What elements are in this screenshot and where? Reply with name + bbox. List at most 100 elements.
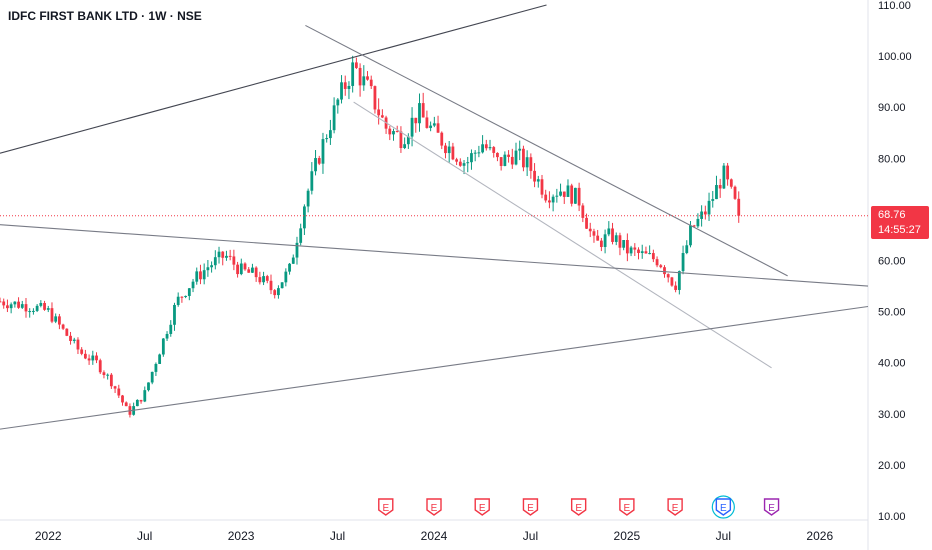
candle-body (614, 235, 618, 242)
candle-body (54, 316, 58, 322)
candle-body (406, 136, 410, 145)
candle-body (562, 191, 566, 197)
candle-body (674, 285, 678, 290)
earnings-marker-icon[interactable]: E (619, 498, 635, 516)
candle-body (484, 144, 488, 149)
price-tick-label: 90.00 (878, 102, 906, 114)
candle-body (254, 267, 258, 278)
candle-body (362, 76, 366, 86)
candle-body (262, 276, 265, 283)
candle-body (98, 360, 102, 373)
candle-body (473, 152, 477, 154)
candle-body (195, 271, 199, 282)
candle-body (228, 255, 232, 257)
candle-body (147, 382, 150, 391)
candle-body (689, 225, 692, 246)
candle-body (703, 211, 707, 215)
candle-body (685, 245, 689, 254)
candle-body (143, 390, 147, 402)
candle-body (510, 156, 514, 165)
candle-body (670, 277, 674, 286)
candle-body (651, 253, 655, 260)
last-price-badge: 68.76 14:55:27 (871, 206, 929, 239)
svg-text:E: E (527, 503, 534, 514)
candle-body (492, 147, 496, 153)
trendline-upper-channel (0, 4, 547, 154)
candle-body (462, 163, 466, 166)
candle-body (503, 154, 507, 166)
earnings-marker-icon[interactable]: E (474, 498, 490, 516)
candle-body (455, 159, 459, 162)
last-price-value: 68.76 (878, 209, 906, 221)
candle-body (65, 328, 69, 336)
candle-body (458, 161, 462, 166)
earnings-marker-icon[interactable]: E (522, 498, 539, 516)
candle-body (633, 247, 637, 250)
candle-body (180, 296, 184, 298)
candle-body (599, 240, 603, 247)
candle-body (109, 374, 113, 387)
candle-body (288, 263, 291, 272)
candle-body (715, 185, 718, 200)
candle-body (507, 154, 510, 157)
price-tick-label: 100.00 (878, 51, 912, 63)
candle-body (429, 125, 433, 128)
candle-body (124, 402, 128, 407)
candle-body (663, 267, 666, 275)
trendline-long-support (0, 305, 869, 430)
time-tick-label: Jul (137, 529, 152, 543)
bar-countdown: 14:55:27 (878, 224, 921, 236)
candle-body (13, 301, 17, 305)
symbol-title: IDFC FIRST BANK LTD · 1W · NSE (8, 9, 202, 23)
candle-body (354, 62, 358, 68)
candle-body (173, 304, 176, 325)
candle-body (618, 235, 622, 248)
earnings-marker-icon[interactable]: E (426, 498, 442, 516)
candle-body (544, 194, 548, 201)
candle-body (83, 353, 87, 359)
candle-body (273, 290, 277, 296)
candle-body (410, 117, 414, 137)
candle-body (625, 240, 629, 254)
candle-body (150, 371, 154, 383)
candle-body (573, 187, 577, 204)
candle-body (540, 179, 544, 195)
candle-body (351, 62, 355, 86)
candle-body (95, 355, 98, 361)
svg-text:E: E (479, 503, 486, 514)
earnings-marker-icon[interactable]: E (378, 498, 394, 516)
candle-body (39, 302, 43, 306)
candle-body (106, 374, 110, 376)
candle-body (121, 395, 124, 403)
time-tick-label: Jul (330, 529, 345, 543)
time-tick-label: Jul (716, 529, 731, 543)
candle-body (358, 67, 362, 86)
candle-body (388, 128, 392, 135)
candle-body (291, 257, 295, 264)
earnings-marker-icon[interactable]: E (711, 495, 735, 519)
candle-body (585, 217, 588, 229)
candle-body (718, 185, 722, 189)
candle-body (729, 179, 733, 187)
candle-body (577, 187, 581, 206)
price-tick-label: 10.00 (878, 511, 906, 523)
candle-body (332, 105, 336, 131)
candle-body (525, 157, 529, 168)
svg-text:E: E (575, 503, 582, 514)
earnings-marker-icon[interactable]: E (667, 498, 683, 516)
candle-body (421, 103, 425, 118)
earnings-marker-icon[interactable]: E (570, 498, 587, 516)
candle-body (0, 301, 2, 303)
candle-body (607, 228, 611, 235)
candle-body (321, 139, 325, 164)
candle-body (440, 132, 444, 146)
candle-body (692, 225, 696, 227)
candle-body (377, 109, 381, 116)
candle-body (306, 190, 310, 207)
earnings-marker-icon[interactable]: E (763, 498, 780, 516)
candle-body (529, 157, 533, 171)
candle-body (726, 165, 730, 180)
candle-body (35, 305, 39, 311)
